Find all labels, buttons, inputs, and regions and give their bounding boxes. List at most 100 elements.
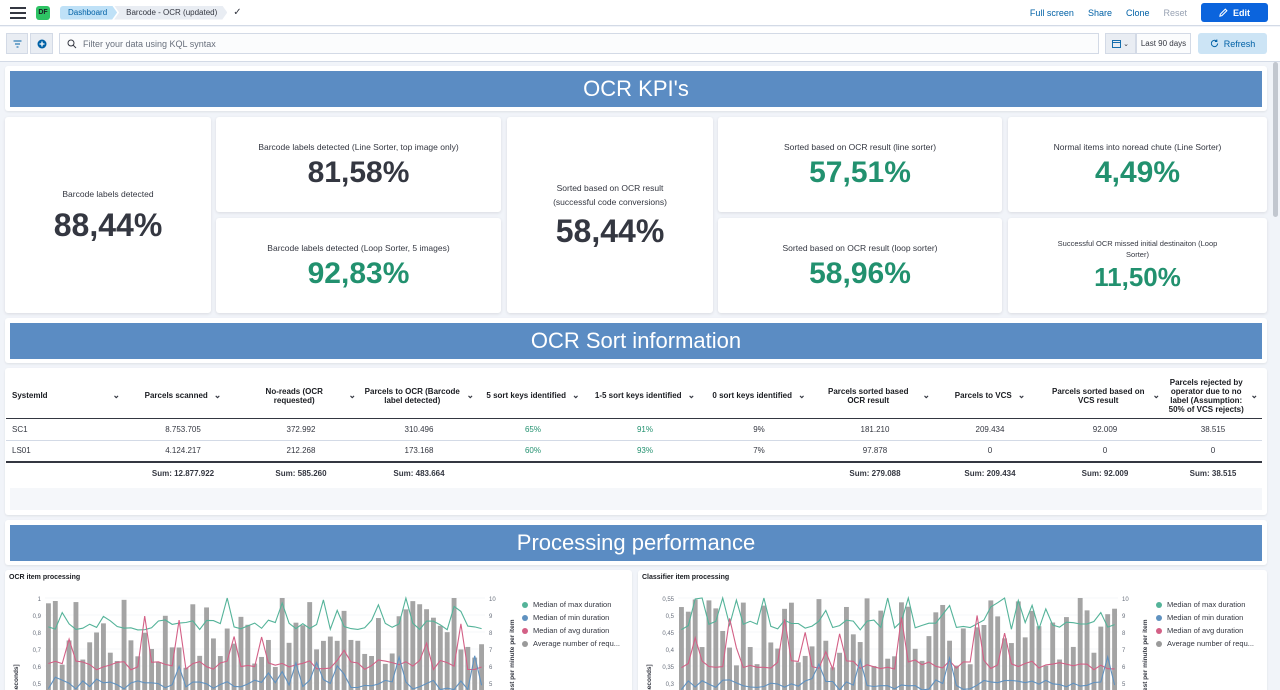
bar-mark[interactable] <box>121 599 127 690</box>
chevron-down-icon[interactable]: ⌄ <box>112 390 120 401</box>
bar-mark[interactable] <box>1112 608 1117 690</box>
chevron-down-icon[interactable]: ⌄ <box>798 390 806 401</box>
bar-mark[interactable] <box>1036 626 1042 690</box>
legend-item-requests[interactable]: Average number of requ... <box>1156 637 1254 650</box>
edit-button[interactable]: Edit <box>1201 3 1268 22</box>
bar-mark[interactable] <box>1064 617 1069 690</box>
date-range-display[interactable]: Last 90 days <box>1136 33 1191 54</box>
column-header[interactable]: No-reads (OCR requested) ⌄ <box>242 374 360 419</box>
bar-mark[interactable] <box>355 640 361 690</box>
bar-mark[interactable] <box>114 660 120 690</box>
legend-item-max[interactable]: Median of max duration <box>1156 598 1254 611</box>
legend-item-min[interactable]: Median of min duration <box>522 611 620 624</box>
bar-mark[interactable] <box>830 667 836 690</box>
column-header[interactable]: 5 sort keys identified ⌄ <box>478 374 588 419</box>
bar-mark[interactable] <box>740 602 746 690</box>
bar-mark[interactable] <box>142 632 148 690</box>
bar-mark[interactable] <box>231 643 237 690</box>
bar-mark[interactable] <box>1050 622 1056 690</box>
column-header[interactable]: 1-5 sort keys identified ⌄ <box>588 374 702 419</box>
bar-mark[interactable] <box>1098 626 1104 690</box>
series-line[interactable] <box>48 616 482 671</box>
bar-mark[interactable] <box>1091 652 1097 690</box>
bar-mark[interactable] <box>396 616 402 690</box>
column-header[interactable]: Parcels to VCS ⌄ <box>934 374 1046 419</box>
bar-mark[interactable] <box>734 665 739 690</box>
bar-mark[interactable] <box>761 605 767 690</box>
bar-mark[interactable] <box>988 600 994 690</box>
bar-mark[interactable] <box>775 648 781 690</box>
bar-mark[interactable] <box>389 653 395 690</box>
series-line[interactable] <box>681 615 1115 671</box>
bar-mark[interactable] <box>348 639 354 690</box>
bar-mark[interactable] <box>403 609 409 690</box>
bar-mark[interactable] <box>905 606 911 690</box>
bar-mark[interactable] <box>73 602 79 690</box>
bar-mark[interactable] <box>211 638 216 690</box>
column-header[interactable]: 0 sort keys identified ⌄ <box>702 374 816 419</box>
chevron-down-icon[interactable]: ⌄ <box>922 390 930 401</box>
bar-mark[interactable] <box>94 632 99 690</box>
bar-mark[interactable] <box>795 662 801 690</box>
legend-item-avg[interactable]: Median of avg duration <box>1156 624 1254 637</box>
bar-mark[interactable] <box>967 664 973 690</box>
bar-mark[interactable] <box>46 603 51 690</box>
bar-mark[interactable] <box>947 640 952 690</box>
filter-menu-button[interactable] <box>6 33 28 54</box>
bar-mark[interactable] <box>190 604 196 690</box>
bar-mark[interactable] <box>933 612 939 690</box>
bar-mark[interactable] <box>850 634 856 690</box>
clone-link[interactable]: Clone <box>1125 7 1150 18</box>
bar-mark[interactable] <box>80 659 86 690</box>
bar-mark[interactable] <box>128 640 134 690</box>
bar-mark[interactable] <box>52 601 58 690</box>
bar-mark[interactable] <box>885 658 891 690</box>
bar-mark[interactable] <box>245 624 251 690</box>
chevron-down-icon[interactable]: ⌄ <box>213 390 222 401</box>
bar-mark[interactable] <box>217 656 223 690</box>
series-line[interactable] <box>48 595 482 632</box>
classifier-processing-chart[interactable]: 0,55 0,5 0,45 0,4 0,35 0,3 10 9 8 7 6 5 [seconds] ues… <box>638 570 1267 690</box>
bar-mark[interactable] <box>1105 614 1111 690</box>
bar-mark[interactable] <box>238 616 244 690</box>
bar-mark[interactable] <box>720 630 726 690</box>
bar-mark[interactable] <box>472 657 478 690</box>
bar-mark[interactable] <box>437 625 443 690</box>
bar-mark[interactable] <box>706 600 712 690</box>
bar-mark[interactable] <box>1002 638 1007 690</box>
bar-mark[interactable] <box>252 663 258 690</box>
bar-mark[interactable] <box>424 609 429 690</box>
bar-mark[interactable] <box>809 646 815 690</box>
bar-mark[interactable] <box>679 607 684 690</box>
bar-mark[interactable] <box>692 599 698 690</box>
bar-mark[interactable] <box>458 649 464 690</box>
bar-mark[interactable] <box>823 640 829 690</box>
bar-mark[interactable] <box>699 647 705 690</box>
column-header[interactable]: SystemId ⌄ <box>6 374 124 419</box>
bar-mark[interactable] <box>919 660 925 690</box>
bar-mark[interactable] <box>279 598 285 690</box>
bar-mark[interactable] <box>307 602 313 690</box>
share-link[interactable]: Share <box>1087 7 1112 18</box>
legend-item-requests[interactable]: Average number of requ... <box>522 637 620 650</box>
bar-mark[interactable] <box>1043 665 1049 690</box>
bar-mark[interactable] <box>149 648 154 690</box>
chevron-down-icon[interactable]: ⌄ <box>687 390 696 401</box>
bar-mark[interactable] <box>912 648 918 690</box>
full-screen-link[interactable]: Full screen <box>1029 7 1074 18</box>
bar-mark[interactable] <box>926 636 932 690</box>
bar-mark[interactable] <box>183 667 189 690</box>
bar-mark[interactable] <box>327 636 333 690</box>
chevron-down-icon[interactable]: ⌄ <box>1152 390 1160 401</box>
bar-mark[interactable] <box>768 642 774 690</box>
bar-mark[interactable] <box>954 665 959 690</box>
bar-mark[interactable] <box>940 604 946 690</box>
bar-mark[interactable] <box>1029 610 1035 690</box>
series-line[interactable] <box>47 655 483 690</box>
legend-item-avg[interactable]: Median of avg duration <box>522 624 620 637</box>
bar-mark[interactable] <box>789 602 794 690</box>
bar-mark[interactable] <box>321 640 326 690</box>
bar-mark[interactable] <box>1015 601 1021 690</box>
bar-mark[interactable] <box>362 653 368 690</box>
bar-mark[interactable] <box>974 627 980 690</box>
